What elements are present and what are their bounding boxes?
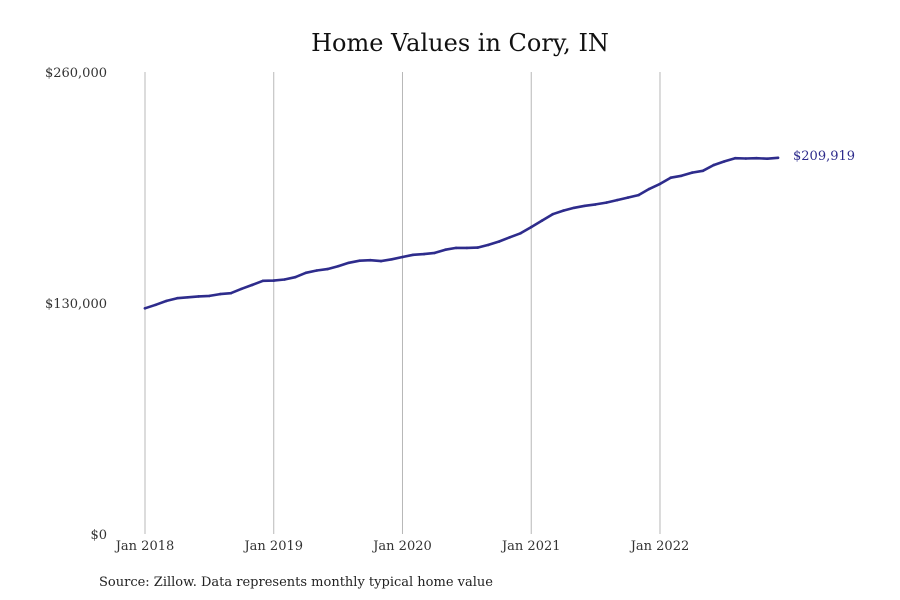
- data-point-2020-08: [476, 246, 479, 249]
- data-point-2018-11: [251, 283, 254, 287]
- data-point-2019-03: [293, 275, 297, 279]
- data-point-2022-07: [723, 160, 726, 163]
- data-point-2018-04: [175, 296, 179, 300]
- data-point-2018-01: [143, 307, 147, 310]
- x-tick-label: Jan 2020: [371, 539, 432, 554]
- data-point-2018-05: [186, 296, 190, 299]
- data-point-2018-07: [208, 294, 211, 298]
- data-point-2021-02: [540, 219, 544, 222]
- data-point-2019-09: [358, 259, 361, 263]
- data-point-2020-11: [508, 236, 512, 239]
- y-axis-tick-labels: $0 $130,000 $260,000: [45, 66, 107, 543]
- data-point-2022-04: [690, 171, 694, 174]
- y-tick-label: $0: [90, 528, 107, 543]
- data-point-2022-02: [669, 176, 672, 179]
- data-point-2021-04: [562, 209, 565, 212]
- data-point-2021-11: [637, 193, 640, 197]
- data-point-2020-01: [401, 255, 404, 259]
- data-point-2020-02: [411, 253, 415, 257]
- data-point-2018-09: [229, 291, 233, 295]
- data-point-2019-12: [390, 258, 394, 261]
- data-point-2019-04: [304, 271, 308, 275]
- x-tick-label: Jan 2022: [629, 539, 690, 554]
- data-point-2019-07: [336, 264, 340, 268]
- data-point-2022-09: [744, 157, 748, 160]
- data-point-2021-08: [605, 201, 608, 204]
- data-point-2019-08: [347, 261, 351, 265]
- series-line: [143, 156, 780, 310]
- data-point-2020-05: [444, 248, 447, 251]
- data-point-2021-10: [626, 196, 630, 199]
- end-value-label: $209,919: [793, 149, 855, 164]
- x-axis-tick-labels: Jan 2018 Jan 2019 Jan 2020 Jan 2021 Jan 2022: [114, 539, 690, 554]
- y-tick-label: $130,000: [45, 297, 107, 312]
- data-point-2020-03: [422, 252, 426, 256]
- data-point-2022-12: [776, 156, 780, 160]
- data-point-2019-02: [283, 278, 286, 281]
- data-point-2019-11: [379, 259, 383, 263]
- data-point-2020-07: [465, 246, 469, 250]
- data-point-2018-10: [240, 287, 243, 291]
- data-point-2022-06: [712, 163, 715, 167]
- data-point-2022-08: [733, 156, 737, 160]
- data-point-2022-03: [680, 174, 683, 178]
- data-point-2021-01: [529, 225, 533, 229]
- data-point-2019-01: [272, 279, 276, 282]
- data-point-2021-06: [583, 204, 587, 208]
- data-point-2020-12: [519, 232, 522, 235]
- x-tick-label: Jan 2018: [114, 539, 175, 554]
- data-point-2018-06: [197, 295, 200, 298]
- y-tick-label: $260,000: [45, 66, 107, 81]
- data-point-2018-02: [154, 303, 157, 307]
- data-point-2022-01: [658, 182, 662, 186]
- data-point-2022-05: [701, 169, 705, 173]
- data-point-2019-05: [315, 269, 319, 272]
- data-point-2020-10: [497, 240, 501, 243]
- data-point-2022-11: [766, 157, 769, 160]
- data-point-2019-10: [369, 258, 372, 262]
- data-point-2022-10: [755, 156, 758, 160]
- data-point-2020-06: [454, 246, 458, 250]
- data-point-2019-06: [326, 267, 329, 271]
- data-point-2021-05: [572, 206, 576, 210]
- data-point-2018-12: [261, 279, 265, 283]
- data-point-2021-07: [594, 203, 597, 206]
- data-point-2021-03: [551, 212, 554, 216]
- gridlines: [144, 72, 661, 534]
- x-tick-label: Jan 2021: [500, 539, 561, 554]
- data-point-2018-08: [218, 292, 222, 296]
- data-point-2018-03: [165, 299, 168, 303]
- source-note: Source: Zillow. Data represents monthly …: [99, 575, 493, 590]
- data-point-2020-04: [433, 251, 437, 255]
- x-tick-label: Jan 2019: [242, 539, 303, 554]
- data-point-2020-09: [487, 243, 490, 247]
- data-point-2021-09: [615, 198, 619, 202]
- series-group: [143, 156, 780, 310]
- chart-title: Home Values in Cory, IN: [311, 29, 609, 57]
- data-point-2021-12: [648, 187, 651, 191]
